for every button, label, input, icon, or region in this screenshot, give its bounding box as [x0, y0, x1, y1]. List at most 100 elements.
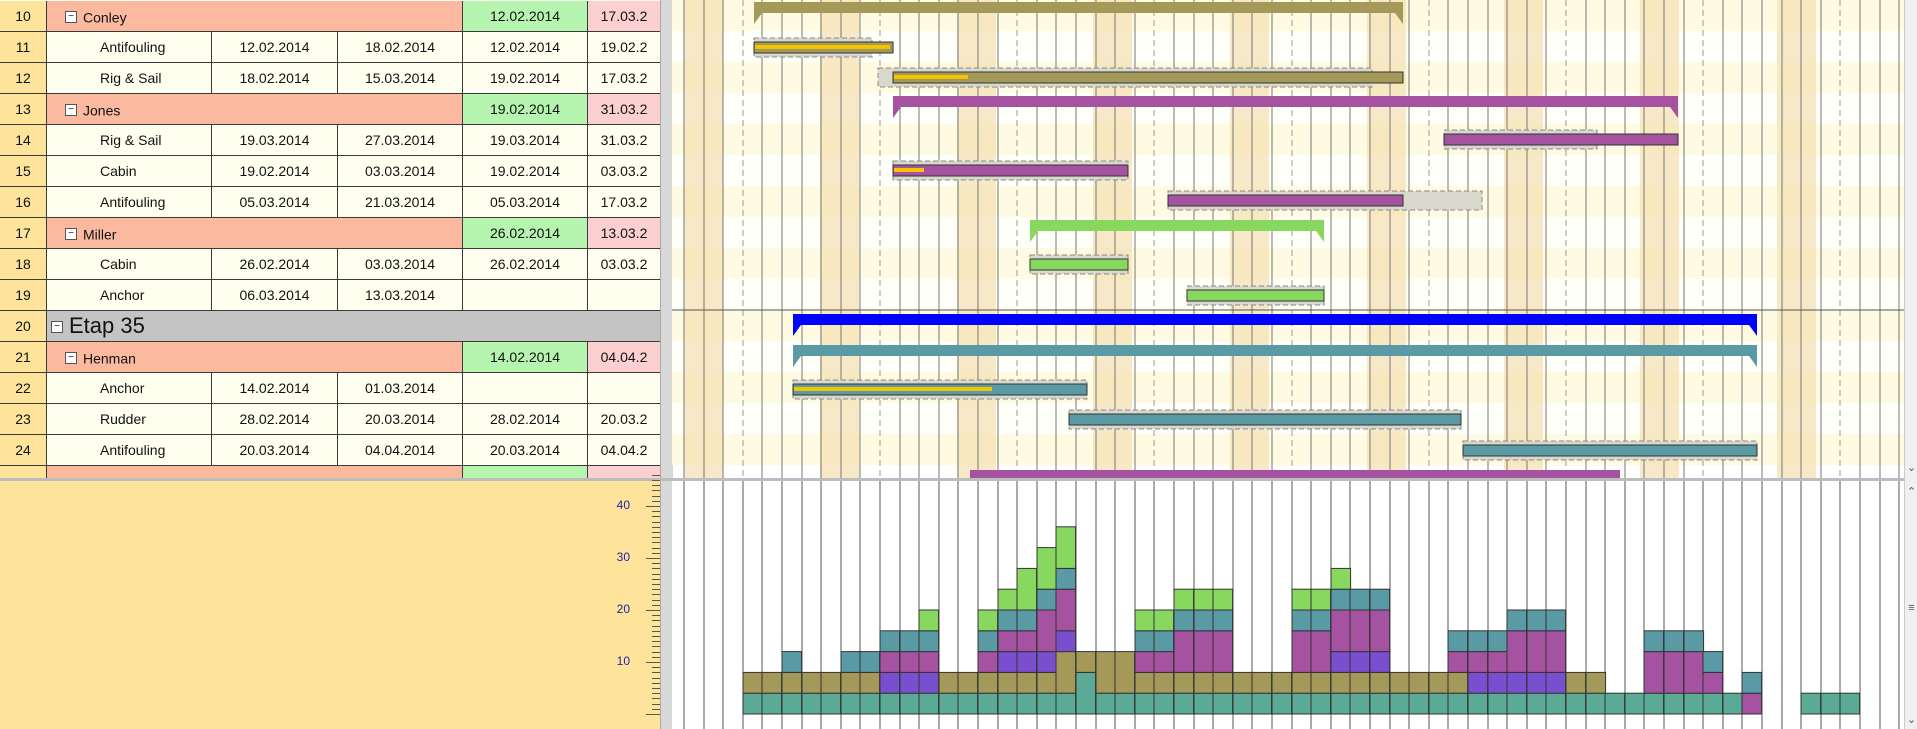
end-date-cell[interactable]: 31.03.2 [588, 125, 660, 156]
start-date-cell[interactable]: 12.02.2014 [463, 1, 588, 32]
task-name-cell[interactable]: Rig & Sail [47, 125, 212, 156]
plan-end-cell[interactable]: 03.03.2014 [338, 249, 463, 280]
start-date-cell[interactable]: 19.02.2014 [463, 94, 588, 125]
table-row[interactable]: 17− Miller 26.02.2014 13.03.2 [0, 218, 660, 249]
start-date-cell[interactable]: 19.02.2014 [463, 156, 588, 187]
plan-start-cell[interactable]: 14.02.2014 [212, 373, 338, 404]
histogram-bar [1330, 671, 1352, 694]
plan-start-cell[interactable]: 26.02.2014 [212, 249, 338, 280]
collapse-icon[interactable]: − [65, 104, 77, 117]
start-date-cell[interactable]: 26.02.2014 [463, 249, 588, 280]
collapse-icon[interactable]: − [65, 352, 77, 365]
table-row[interactable]: 14 Rig & Sail 19.03.2014 27.03.2014 19.03.20… [0, 125, 660, 156]
row-number: 19 [0, 280, 47, 311]
histogram-bar [1036, 692, 1058, 715]
plan-end-cell[interactable]: 27.03.2014 [338, 125, 463, 156]
task-name-cell[interactable]: Cabin [47, 156, 212, 187]
plan-start-cell[interactable]: 06.03.2014 [212, 280, 338, 311]
collapse-icon[interactable]: − [51, 321, 63, 334]
start-date-cell[interactable] [463, 280, 588, 311]
task-name-cell[interactable]: Antifouling [47, 32, 212, 63]
task-name-cell[interactable]: Antifouling [47, 435, 212, 466]
plan-end-cell[interactable]: 03.03.2014 [338, 156, 463, 187]
scroll-grip-icon[interactable]: ≡ [1908, 602, 1915, 614]
table-row[interactable]: 16 Antifouling 05.03.2014 21.03.2014 05.03.2… [0, 187, 660, 218]
end-date-cell[interactable]: 03.03.2 [588, 249, 660, 280]
table-row[interactable]: 13− Jones 19.02.2014 31.03.2 [0, 94, 660, 125]
plan-end-cell[interactable]: 04.04.2014 [338, 435, 463, 466]
start-date-cell[interactable]: 12.02.2014 [463, 32, 588, 63]
collapse-icon[interactable]: − [65, 11, 77, 24]
end-date-cell[interactable]: 03.03.2 [588, 156, 660, 187]
table-row[interactable]: 18 Cabin 26.02.2014 03.03.2014 26.02.2014 03.… [0, 249, 660, 280]
scroll-up-button[interactable]: ⌃ [1906, 486, 1917, 498]
stage-name-cell[interactable]: − Etap 35 [47, 311, 660, 342]
scroll-down-button[interactable]: ⌄ [1906, 462, 1917, 474]
end-date-cell[interactable]: 13.03.2 [588, 218, 660, 249]
start-date-cell[interactable]: 28.02.2014 [463, 404, 588, 435]
end-date-cell[interactable]: 17.03.2 [588, 1, 660, 32]
plan-end-cell[interactable]: 21.03.2014 [338, 187, 463, 218]
task-name-cell[interactable]: Anchor [47, 373, 212, 404]
table-row[interactable]: 20− Etap 35 [0, 311, 660, 342]
histogram-bar [977, 630, 999, 653]
table-row[interactable]: 15 Cabin 19.02.2014 03.03.2014 19.02.2014 03.… [0, 156, 660, 187]
task-name-cell[interactable]: Anchor [47, 280, 212, 311]
group-name-cell[interactable]: − Conley [47, 1, 463, 32]
task-name-cell[interactable]: Antifouling [47, 187, 212, 218]
table-row[interactable]: 23 Rudder 28.02.2014 20.03.2014 28.02.2014 20… [0, 404, 660, 435]
group-name-cell[interactable]: − Henman [47, 342, 463, 373]
plan-start-cell[interactable]: 19.03.2014 [212, 125, 338, 156]
start-date-cell[interactable]: 19.03.2014 [463, 125, 588, 156]
plan-start-cell[interactable]: 18.02.2014 [212, 63, 338, 94]
start-date-cell[interactable]: 05.03.2014 [463, 187, 588, 218]
load-histogram[interactable] [672, 481, 1904, 729]
group-name-cell[interactable]: − Miller [47, 218, 463, 249]
vertical-splitter[interactable] [660, 0, 673, 729]
end-date-cell[interactable]: 31.03.2 [588, 94, 660, 125]
task-name-cell[interactable]: Cabin [47, 249, 212, 280]
end-date-cell[interactable]: 17.03.2 [588, 187, 660, 218]
plan-end-cell[interactable]: 20.03.2014 [338, 404, 463, 435]
end-date-cell[interactable]: 19.02.2 [588, 32, 660, 63]
table-row[interactable]: 11 Antifouling 12.02.2014 18.02.2014 12.02.2… [0, 32, 660, 63]
plan-start-cell[interactable]: 19.02.2014 [212, 156, 338, 187]
histogram-bar [1232, 692, 1254, 715]
table-row[interactable]: 12 Rig & Sail 18.02.2014 15.03.2014 19.02.20… [0, 63, 660, 94]
start-date-cell[interactable] [463, 373, 588, 404]
end-date-cell[interactable]: 04.04.2 [588, 435, 660, 466]
start-date-cell[interactable]: 19.02.2014 [463, 63, 588, 94]
end-date-cell[interactable]: 04.04.2 [588, 342, 660, 373]
end-date-cell[interactable] [588, 373, 660, 404]
histogram-bar [1114, 651, 1136, 694]
plan-end-cell[interactable]: 13.03.2014 [338, 280, 463, 311]
plan-end-cell[interactable]: 15.03.2014 [338, 63, 463, 94]
end-date-cell[interactable]: 17.03.2 [588, 63, 660, 94]
task-name-cell[interactable]: Rig & Sail [47, 63, 212, 94]
table-row[interactable]: 21− Henman 14.02.2014 04.04.2 [0, 342, 660, 373]
plan-end-cell[interactable]: 18.02.2014 [338, 32, 463, 63]
scroll-down-button-2[interactable]: ⌄ [1906, 714, 1917, 726]
table-row[interactable]: 19 Anchor 06.03.2014 13.03.2014 [0, 280, 660, 311]
start-date-cell[interactable]: 26.02.2014 [463, 218, 588, 249]
end-date-cell[interactable]: 20.03.2 [588, 404, 660, 435]
plan-start-cell[interactable]: 28.02.2014 [212, 404, 338, 435]
start-date-cell[interactable]: 20.03.2014 [463, 435, 588, 466]
plan-end-cell[interactable]: 01.03.2014 [338, 373, 463, 404]
table-row[interactable]: 10− Conley 12.02.2014 17.03.2 [0, 1, 660, 32]
gantt-chart[interactable] [672, 0, 1904, 478]
start-date-cell[interactable]: 14.02.2014 [463, 342, 588, 373]
group-name-cell[interactable]: − Jones [47, 94, 463, 125]
plan-start-cell[interactable]: 05.03.2014 [212, 187, 338, 218]
collapse-icon[interactable]: − [65, 228, 77, 241]
horizontal-splitter[interactable] [0, 478, 1917, 481]
table-row[interactable]: 22 Anchor 14.02.2014 01.03.2014 [0, 373, 660, 404]
plan-start-cell[interactable]: 20.03.2014 [212, 435, 338, 466]
plan-start-cell[interactable]: 12.02.2014 [212, 32, 338, 63]
histogram-bar [1134, 630, 1156, 653]
vertical-scrollbar[interactable]: ⌄ ⌃ ≡ ⌄ [1904, 0, 1917, 729]
axis-tick [652, 599, 660, 601]
table-row[interactable]: 24 Antifouling 20.03.2014 04.04.2014 20.03.2… [0, 435, 660, 466]
task-name-cell[interactable]: Rudder [47, 404, 212, 435]
end-date-cell[interactable] [588, 280, 660, 311]
